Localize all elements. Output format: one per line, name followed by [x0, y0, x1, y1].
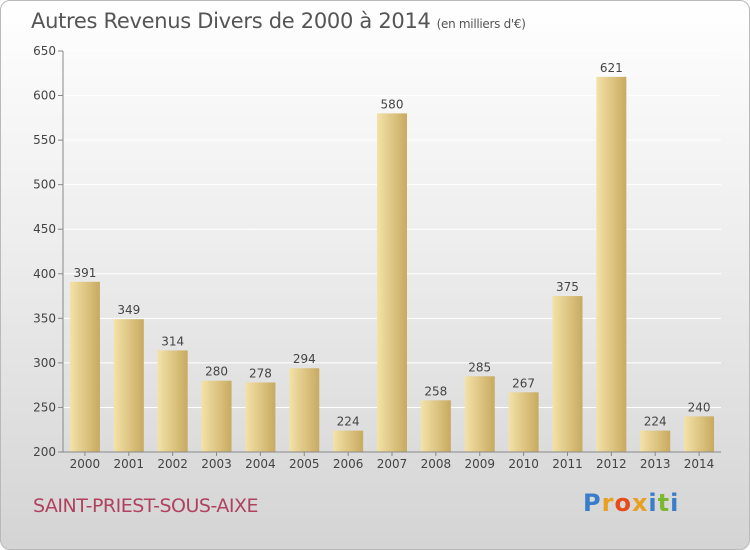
bar [113, 319, 144, 452]
x-tick-label: 2014 [684, 457, 715, 471]
bar [596, 76, 627, 452]
bar [508, 392, 539, 452]
x-tick-label: 2004 [245, 457, 276, 471]
y-tick-label: 250 [33, 400, 56, 414]
bar [69, 281, 100, 452]
chart-unit: (en milliers d'€) [436, 17, 526, 31]
x-tick-label: 2003 [201, 457, 232, 471]
bar-value-label: 294 [293, 352, 316, 366]
y-tick-label: 400 [33, 267, 56, 281]
y-tick-label: 200 [33, 445, 56, 459]
bar-value-label: 285 [468, 360, 491, 374]
x-tick-label: 2005 [289, 457, 320, 471]
commune-name: SAINT-PRIEST-SOUS-AIXE [33, 495, 259, 517]
bar-value-label: 580 [381, 97, 404, 111]
bar [420, 400, 451, 452]
axes [58, 50, 721, 456]
bar-value-label: 391 [73, 266, 96, 280]
logo-letter: i [670, 489, 680, 517]
x-tick-label: 2009 [464, 457, 495, 471]
bar-value-label: 621 [600, 61, 623, 75]
logo-letter: o [614, 489, 632, 517]
x-tick-label: 2013 [640, 457, 671, 471]
bar [289, 368, 320, 452]
bar-value-label: 224 [644, 415, 667, 429]
x-tick-label: 2001 [114, 457, 145, 471]
bar-value-label: 240 [688, 400, 711, 414]
y-tick-label: 300 [33, 356, 56, 370]
x-tick-label: 2000 [70, 457, 101, 471]
bar [245, 382, 276, 452]
bar-value-label: 224 [337, 415, 360, 429]
bar [157, 350, 188, 452]
bar [377, 113, 407, 452]
proxiti-logo: Proxiti [583, 489, 679, 517]
bar-value-label: 267 [512, 376, 535, 390]
x-tick-label: 2012 [596, 457, 627, 471]
bar [464, 376, 495, 452]
labels: 200 250 300 350 400 450 500 550 600 650 391 2000 349… [33, 44, 714, 471]
logo-letter: i [648, 489, 658, 517]
x-tick-label: 2010 [508, 457, 539, 471]
x-tick-label: 2006 [333, 457, 364, 471]
chart-title: Autres Revenus Divers de 2000 à 2014 (en … [31, 9, 526, 33]
x-tick-label: 2007 [377, 457, 408, 471]
bar [333, 430, 364, 452]
bar-value-label: 280 [205, 365, 228, 379]
bars [69, 76, 715, 452]
chart-title-text: Autres Revenus Divers de 2000 à 2014 [31, 9, 431, 33]
bar-value-label: 349 [117, 303, 140, 317]
logo-letter: P [583, 489, 602, 517]
x-tick-label: 2008 [421, 457, 452, 471]
logo-letter: r [601, 489, 615, 517]
bar [684, 416, 715, 452]
bar [552, 296, 583, 452]
y-tick-label: 350 [33, 311, 56, 325]
bar-value-label: 278 [249, 366, 272, 380]
x-tick-label: 2002 [157, 457, 188, 471]
logo-letter: t [657, 489, 671, 517]
bar-value-label: 375 [556, 280, 579, 294]
logo-letter: x [631, 489, 649, 517]
x-tick-label: 2011 [552, 457, 583, 471]
bar [640, 430, 671, 452]
y-tick-label: 500 [33, 178, 56, 192]
bar [201, 380, 232, 452]
bar-value-label: 258 [424, 384, 447, 398]
y-tick-label: 650 [33, 44, 56, 58]
y-tick-label: 550 [33, 133, 56, 147]
bar-value-label: 314 [161, 334, 184, 348]
y-tick-label: 600 [33, 89, 56, 103]
y-tick-label: 450 [33, 222, 56, 236]
